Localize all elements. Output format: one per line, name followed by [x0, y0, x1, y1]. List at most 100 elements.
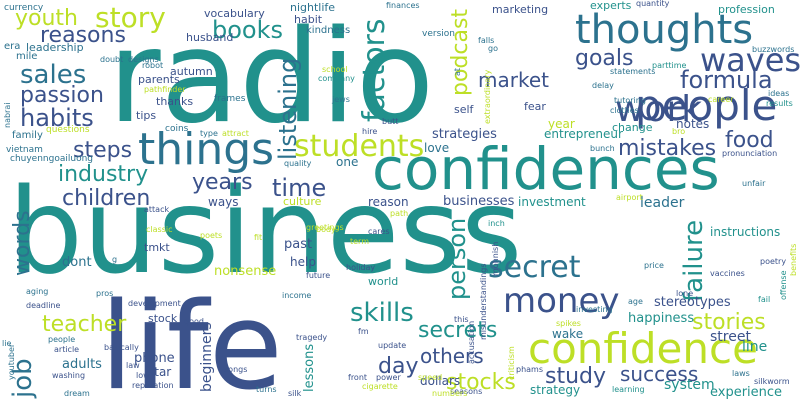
word: basically [104, 343, 139, 352]
word: instructions [710, 225, 781, 239]
word: article [54, 345, 80, 354]
word: poets [200, 231, 223, 240]
word: reason [368, 195, 409, 209]
word: marketing [492, 3, 549, 16]
word: speed [418, 373, 443, 382]
word: businesses [443, 194, 515, 209]
word: offense [779, 270, 788, 301]
word: nonsense [214, 264, 277, 279]
word: type [200, 129, 218, 138]
word: lie [2, 339, 12, 348]
word: world [368, 275, 399, 288]
word: learning [612, 385, 645, 394]
word: go [488, 44, 498, 53]
word: radio [108, 3, 435, 152]
word: washing [52, 371, 86, 380]
word: g [112, 255, 118, 264]
word: confidences [372, 135, 720, 203]
word: update [378, 341, 407, 350]
word: person [443, 217, 471, 300]
word: designs [128, 55, 159, 64]
word: reputation [132, 381, 174, 390]
word: good [184, 317, 204, 326]
word: criticism [507, 346, 516, 380]
word: questions [46, 125, 90, 135]
word: price [644, 261, 664, 270]
word: day [378, 354, 419, 379]
word: low [136, 371, 150, 380]
word: greetings [306, 223, 344, 232]
word: notes [676, 117, 710, 131]
word: husband [186, 31, 234, 44]
word: street [710, 329, 751, 345]
word: falls [478, 36, 495, 45]
word: people [48, 335, 76, 344]
word: laws [732, 369, 750, 378]
word: family [12, 130, 43, 141]
word: chuyenngoailuong [10, 154, 93, 164]
word: tragedy [296, 333, 328, 342]
word: vaccines [710, 269, 745, 278]
word: adults [62, 357, 102, 372]
word: years [192, 170, 253, 195]
word: clothes [610, 106, 639, 115]
word: currency [4, 3, 44, 13]
word: kindness [306, 25, 351, 36]
word: stereotypes [654, 295, 731, 310]
word: time [272, 174, 327, 202]
word: poetry [760, 257, 787, 266]
word: leadership [26, 41, 84, 54]
word: company [318, 74, 355, 83]
word: success [620, 362, 699, 386]
word: system [664, 377, 715, 393]
word: jews [332, 95, 350, 104]
word: fm [358, 327, 369, 336]
word: stories [692, 310, 766, 335]
word: airport [616, 193, 643, 202]
word: mistakes [618, 136, 717, 161]
word: listening [274, 57, 302, 160]
word: study [545, 364, 607, 389]
word: steps [73, 138, 133, 163]
word: stocks [446, 370, 516, 395]
word: autumn [170, 65, 213, 78]
word: confidence [528, 324, 758, 373]
word: fear [524, 100, 546, 113]
word: front [348, 373, 368, 382]
word: classic [146, 225, 173, 234]
word: turns [256, 385, 277, 394]
word: inch [488, 219, 505, 228]
word: tutoring [614, 96, 646, 105]
word: love [424, 141, 450, 155]
word: holiday [346, 263, 376, 272]
word: phone [134, 351, 175, 366]
word: career [708, 95, 734, 104]
word: phams [516, 365, 544, 374]
word: things [138, 124, 275, 175]
word: dream [64, 389, 90, 398]
word: youth [15, 6, 78, 31]
word: age [628, 297, 643, 306]
word: experts [590, 0, 632, 12]
word: attract [222, 129, 249, 138]
word: ideas [768, 89, 790, 98]
word: frames [214, 94, 246, 104]
word: numbers [432, 389, 468, 398]
word: market [478, 68, 549, 92]
word: culture [283, 195, 322, 208]
word: children [62, 186, 151, 211]
word: factors [357, 18, 392, 122]
word: at [453, 67, 462, 76]
word: attack [144, 205, 170, 214]
word: finances [386, 1, 420, 10]
word: vocabulary [204, 7, 265, 20]
word: one [336, 155, 359, 169]
word: year [548, 117, 575, 131]
word: business [8, 162, 523, 300]
word: podcast [448, 8, 473, 96]
word: lessons [302, 343, 317, 392]
word: accusation [467, 320, 476, 364]
word: passion [20, 83, 104, 108]
word: term [350, 237, 369, 246]
word: fail [758, 295, 771, 304]
